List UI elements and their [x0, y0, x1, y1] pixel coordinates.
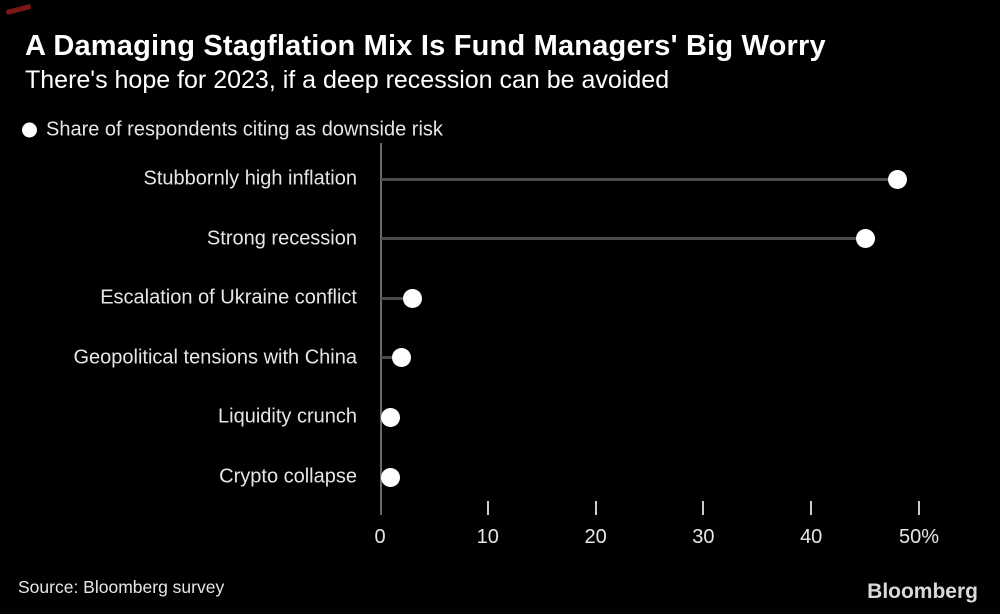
axis-tick-label: 50% [898, 526, 940, 548]
y-axis-baseline [380, 143, 382, 515]
category-label: Strong recession [206, 227, 357, 250]
source-note: Source: Bloomberg survey [18, 577, 225, 597]
bloomberg-logo: Bloomberg [867, 580, 978, 603]
axis-tick [918, 501, 920, 515]
data-point-dot [381, 467, 401, 487]
axis-tick-label: 10 [476, 526, 499, 548]
lollipop-stem [381, 296, 413, 300]
legend-dot-icon [22, 122, 37, 138]
data-point-dot [392, 348, 412, 368]
category-label: Stubbornly high inflation [143, 167, 357, 190]
data-point-dot [855, 229, 875, 249]
axis-tick-label: 30 [692, 526, 715, 548]
chart-title: A Damaging Stagflation Mix Is Fund Manag… [25, 30, 826, 62]
category-label: Geopolitical tensions with China [73, 346, 358, 369]
lollipop-stem [381, 177, 898, 181]
axis-tick [810, 501, 813, 515]
legend-label: Share of respondents citing as downside … [46, 118, 443, 141]
axis-tick [702, 501, 705, 515]
category-label: Escalation of Ukraine conflict [100, 286, 357, 309]
axis-tick-label: 20 [584, 526, 607, 548]
chart-subtitle: There's hope for 2023, if a deep recessi… [25, 66, 670, 94]
axis-tick [486, 501, 489, 515]
chart-legend: Share of respondents citing as downside … [22, 119, 443, 142]
axis-tick-label: 0 [374, 526, 386, 548]
category-label: Crypto collapse [219, 465, 357, 488]
lollipop-stem [381, 356, 402, 360]
axis-tick-label: 40 [800, 526, 823, 548]
axis-tick [594, 501, 597, 515]
data-point-dot [887, 169, 907, 189]
data-point-dot [381, 407, 401, 427]
data-point-dot [402, 288, 422, 308]
category-label: Liquidity crunch [218, 405, 357, 428]
lollipop-stem [381, 237, 866, 241]
